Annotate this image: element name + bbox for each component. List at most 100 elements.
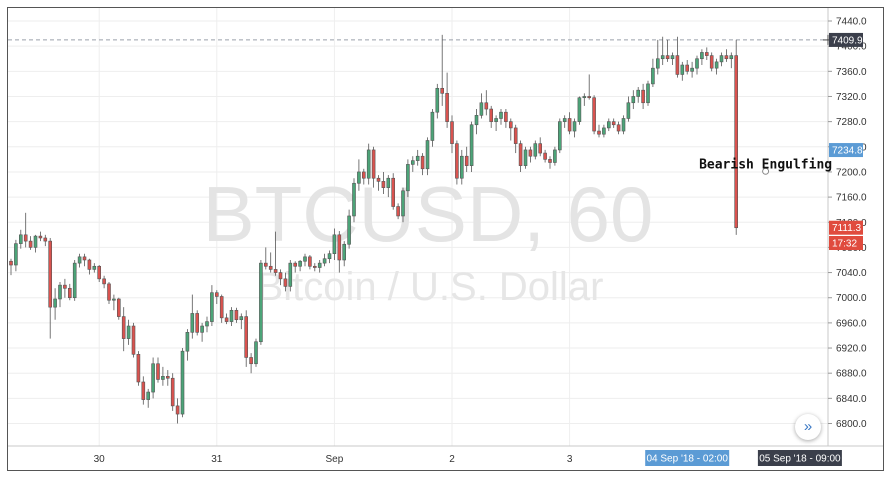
candle <box>263 247 268 270</box>
candles <box>9 34 739 424</box>
candle-body <box>538 143 543 154</box>
candle <box>77 253 82 268</box>
candle <box>626 96 631 122</box>
candle-body <box>386 177 391 188</box>
candle <box>185 329 190 361</box>
candle-body <box>77 256 82 264</box>
price-tag-label: 7234.8 <box>832 146 863 157</box>
candle-body <box>361 171 366 179</box>
candle <box>131 322 136 358</box>
candle <box>278 269 283 286</box>
candle <box>190 294 195 339</box>
candle <box>87 258 92 275</box>
candle <box>504 109 508 128</box>
price-tick-label: 6800.0 <box>836 419 867 430</box>
candle-body <box>626 102 631 119</box>
candle <box>9 258 13 276</box>
candle-body <box>259 262 263 343</box>
chart-grid <box>8 8 828 446</box>
candle <box>107 281 111 305</box>
candle-body <box>469 124 474 166</box>
candle-body <box>553 149 557 163</box>
candle <box>562 115 567 128</box>
candle-body <box>734 55 739 229</box>
candle-body <box>450 121 454 144</box>
candle-body <box>288 262 293 287</box>
scroll-to-realtime-button[interactable]: » <box>795 414 821 440</box>
candle-body <box>244 316 248 358</box>
candle <box>249 353 253 374</box>
candle-body <box>562 118 567 122</box>
candle <box>410 156 415 172</box>
candle-body <box>621 118 626 132</box>
candle <box>180 348 185 418</box>
candle <box>43 234 48 247</box>
candle-body <box>234 309 239 321</box>
candle <box>67 283 72 301</box>
annotation-bearish-engulfing[interactable]: Bearish Engulfing <box>699 157 832 172</box>
candle <box>268 252 273 273</box>
candle-body <box>293 262 298 267</box>
candle <box>224 313 229 325</box>
time-tick-label: 31 <box>211 454 223 465</box>
candle <box>161 366 165 386</box>
candle <box>337 231 342 273</box>
candle <box>151 357 155 399</box>
candle <box>327 250 332 264</box>
candle-body <box>646 83 650 104</box>
candle-body <box>714 61 719 69</box>
candle-body <box>700 52 704 60</box>
double-chevron-right-icon: » <box>803 418 813 435</box>
time-tag: 05 Sep '18 - 09:00 <box>757 450 842 466</box>
candle <box>665 39 670 62</box>
price-tag-bg <box>829 143 863 158</box>
candle-body <box>435 87 440 113</box>
candlestick-chart[interactable]: BTCUSD, 60 Bitcoin / U.S. Dollar 6800.0 6… <box>8 8 884 471</box>
candle-body <box>616 124 621 132</box>
candle <box>567 112 572 135</box>
candle-body <box>513 127 518 144</box>
candle-body <box>14 243 18 266</box>
candle-body <box>33 235 38 248</box>
watermark-description: Bitcoin / U.S. Dollar <box>257 265 604 309</box>
candle <box>293 261 298 273</box>
price-tag-bg <box>829 236 863 251</box>
candle-body <box>602 127 606 135</box>
candle <box>582 93 587 106</box>
candle <box>72 259 77 301</box>
candle <box>283 272 288 292</box>
candle <box>38 231 43 242</box>
candle <box>508 118 513 141</box>
candle-body <box>504 111 508 122</box>
price-tick-label: 7200.0 <box>836 167 867 178</box>
candle-body <box>464 155 469 166</box>
candle <box>651 58 655 88</box>
time-tags: 04 Sep '18 - 02:00 05 Sep '18 - 09:00 <box>645 450 842 466</box>
candle <box>357 159 361 191</box>
price-tick-label: 7160.0 <box>836 193 867 204</box>
candle <box>376 175 381 191</box>
candle-body <box>278 272 283 280</box>
candle <box>724 49 729 62</box>
candle <box>175 398 180 424</box>
candle <box>489 105 494 128</box>
candle-body <box>215 292 219 297</box>
candle <box>200 322 204 342</box>
price-tag: 7234.8 <box>829 143 863 158</box>
candle-body <box>592 97 596 132</box>
candle <box>317 259 322 273</box>
annotation-anchor-dot <box>762 167 770 175</box>
candle <box>298 259 302 272</box>
candle-body <box>136 354 141 383</box>
candle-body <box>53 298 57 308</box>
candle-body <box>719 55 724 63</box>
candle-body <box>445 93 449 122</box>
candle <box>420 153 425 176</box>
price-tag-bg <box>829 32 863 47</box>
candle <box>219 294 224 323</box>
candle <box>636 87 641 103</box>
candle <box>464 146 469 172</box>
candle-body <box>121 316 126 339</box>
candle-body <box>219 296 224 319</box>
candle-body <box>63 284 67 289</box>
